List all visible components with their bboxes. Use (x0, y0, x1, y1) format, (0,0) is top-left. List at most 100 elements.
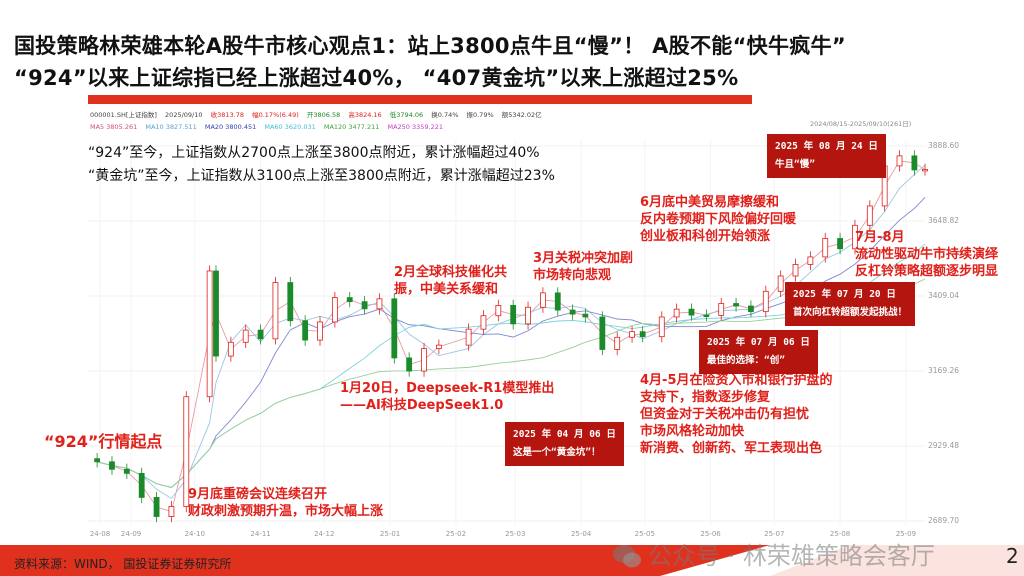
candle-body (465, 328, 472, 346)
y-tick-label: 2689.70 (928, 516, 960, 525)
y-tick-label: 3169.26 (928, 366, 960, 375)
candle-body (866, 205, 873, 226)
x-tick-label: 25-04 (570, 530, 592, 538)
candle-body (639, 331, 646, 338)
x-tick-label: 25-05 (634, 530, 655, 538)
annotation-apr-may: 4月-5月在险资入市和银行护盘的 支持下，指数逐步修复 但资金对于关税冲击仍有担… (640, 373, 833, 456)
candle-body (168, 506, 175, 517)
candle-body (582, 313, 589, 318)
candle-body (227, 341, 234, 357)
candle-body (406, 357, 413, 372)
candle-body (599, 316, 606, 350)
candle-body (922, 169, 928, 172)
candle-body (376, 298, 383, 310)
x-tick-label: 25-06 (700, 530, 721, 538)
candle-body (792, 264, 799, 277)
page-number: 2 (1006, 544, 1019, 568)
candle-body (109, 461, 115, 470)
candle-body (435, 344, 442, 349)
y-tick-label: 2929.48 (928, 441, 960, 450)
candle-body (688, 308, 695, 316)
candle-body (673, 308, 680, 318)
x-tick-label: 24-09 (120, 530, 142, 538)
candle-body (807, 256, 814, 265)
box-2025-07-20: 2025 年 07 月 20 日 首次向杠铃超额发起挑战！ (785, 282, 916, 326)
candle-body (272, 282, 279, 340)
high-value: 高3824.16 (348, 111, 382, 119)
candle-body (94, 458, 101, 463)
ma10: MA10 3827.511 (145, 123, 197, 131)
watermark: 公众号 · 林荣雄策略会客厅 (648, 542, 935, 570)
x-tick-label: 25-09 (895, 530, 917, 538)
annotation-924-start: “924”行情起点 (44, 432, 163, 451)
box-2025-04-06: 2025 年 04 月 06 日 这是一个“黄金坑”！ (505, 422, 624, 466)
candle-body (421, 348, 427, 372)
candle-body (762, 290, 769, 313)
candle-body (346, 297, 353, 303)
candle-body (896, 155, 903, 167)
quote-date: 2025/09/10 (165, 111, 203, 119)
x-tick-label: 25-07 (764, 530, 785, 538)
annotation-mar: 3月关税冲突加剧 市场转向悲观 (533, 251, 634, 283)
candle-body (911, 155, 918, 171)
candle-body (733, 303, 739, 307)
x-tick-label: 25-02 (445, 530, 467, 538)
candle-body (480, 315, 487, 330)
chart-header-bar (88, 95, 752, 104)
footer-band (0, 545, 1024, 576)
x-tick-label: 24-08 (89, 530, 111, 538)
slide-title-line2: “924”以来上证综指已经上涨超过40%， “407黄金坑”以来上涨超过25% (14, 66, 739, 90)
box-2025-07-06: 2025 年 07 月 06 日 最佳的选择：“创” (699, 330, 818, 374)
candle-body (554, 292, 561, 311)
candle-body (361, 301, 368, 310)
x-tick-label: 24-11 (250, 530, 271, 538)
candle-body (183, 396, 190, 507)
candle-body (331, 297, 338, 323)
low-value: 低3794.06 (389, 111, 424, 119)
amplitude-value: 振0.79% (466, 111, 494, 119)
turnover-value: 换0.74% (431, 111, 459, 119)
candle-body (748, 305, 754, 313)
box-2025-08-24: 2025 年 08 月 24 日 牛且“慢” (767, 134, 886, 178)
candle-body (153, 497, 160, 517)
candle-body (629, 331, 635, 338)
candle-body (495, 304, 502, 317)
candle-body (703, 314, 710, 317)
candle-body (206, 270, 213, 398)
wechat-icon (613, 545, 641, 568)
candle-body (242, 329, 249, 343)
candle-body (257, 329, 264, 340)
candle-body (213, 270, 219, 357)
candle-body (658, 316, 665, 338)
ma120: MA120 3477.211 (323, 123, 380, 131)
ma20: MA20 3800.451 (204, 123, 257, 131)
slide-title-line1: 国投策略林荣雄本轮A股牛市核心观点1：站上3800点牛且“慢”！ A股不能“快牛… (14, 34, 846, 58)
y-tick-label: 3409.04 (928, 291, 960, 300)
annotation-jul-aug: 7月-8月 流动性驱动牛市持续演绎 反杠铃策略超额逐步明显 (855, 230, 999, 279)
source-note: 资料来源：WIND， 国投证券证券研究所 (14, 557, 232, 571)
candle-body (718, 303, 725, 316)
open-value: 开3806.58 (306, 111, 341, 119)
annotation-jan: 1月20日，Deepseek-R1模型推出 ——AI科技DeepSeek1.0 (340, 381, 555, 413)
amount-value: 额5342.02亿 (501, 111, 542, 119)
candle-body (138, 472, 145, 498)
candle-body (540, 292, 546, 308)
ma250: MA250 3359.221 (387, 123, 444, 131)
candle-body (614, 336, 621, 350)
candle-body (525, 306, 531, 325)
candle-body (852, 224, 858, 250)
x-tick-label: 25-08 (829, 530, 851, 538)
quote-info-row2: MA5 3805.261 MA10 3827.511 MA20 3800.451… (90, 123, 449, 131)
candle-body (777, 275, 784, 292)
annotation-jun: 6月底中美贸易摩擦缓和 反内卷预期下风险偏好回暖 创业板和科创开始领涨 (640, 195, 797, 244)
candle-body (302, 320, 309, 341)
candle-body (123, 468, 130, 474)
date-range: 2024/08/15-2025/09/10(261日) (810, 120, 912, 128)
annotation-feb: 2月全球科技催化共 振，中美关系缓和 (394, 265, 508, 297)
summary-line1: “924”至今，上证指数从2700点上涨至3800点附近，累计涨幅超过40% (88, 145, 540, 161)
quote-info-row1: 000001.SH[上证指数] 2025/09/10 收3813.78 幅0.1… (90, 111, 548, 119)
annotation-sep: 9月底重磅会议连续召开 财政刺激预期升温，市场大幅上涨 (188, 487, 384, 519)
ma60: MA60 3620.031 (264, 123, 316, 131)
y-tick-label: 3648.82 (928, 216, 960, 225)
x-tick-label: 25-03 (505, 530, 526, 538)
